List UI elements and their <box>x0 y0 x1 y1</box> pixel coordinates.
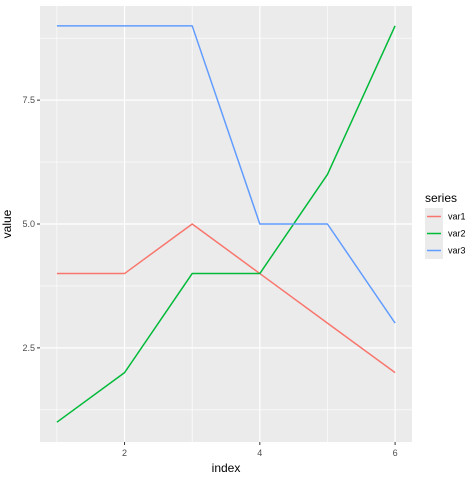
legend-label-var3: var3 <box>448 246 466 256</box>
legend: series var1 var2 var3 <box>425 191 466 259</box>
x-tick-label: 6 <box>393 448 398 458</box>
y-tick-label: 5.0 <box>22 219 35 229</box>
x-axis-ticks: 2 4 6 <box>122 442 398 458</box>
x-tick-label: 2 <box>122 448 127 458</box>
series-line-var3 <box>56 25 396 324</box>
x-tick-label: 4 <box>257 448 262 458</box>
y-tick-label: 2.5 <box>22 343 35 353</box>
series-lines <box>56 25 396 423</box>
y-axis-title: value <box>0 209 14 238</box>
series-line-var1 <box>56 223 396 374</box>
y-tick-label: 7.5 <box>22 95 35 105</box>
x-axis-title: index <box>212 461 241 475</box>
major-gridlines <box>40 6 412 442</box>
legend-label-var1: var1 <box>448 212 466 222</box>
legend-label-var2: var2 <box>448 229 466 239</box>
y-axis-ticks: 2.5 5.0 7.5 <box>22 95 40 353</box>
legend-title: series <box>425 191 457 205</box>
series-line-var2 <box>56 25 396 423</box>
